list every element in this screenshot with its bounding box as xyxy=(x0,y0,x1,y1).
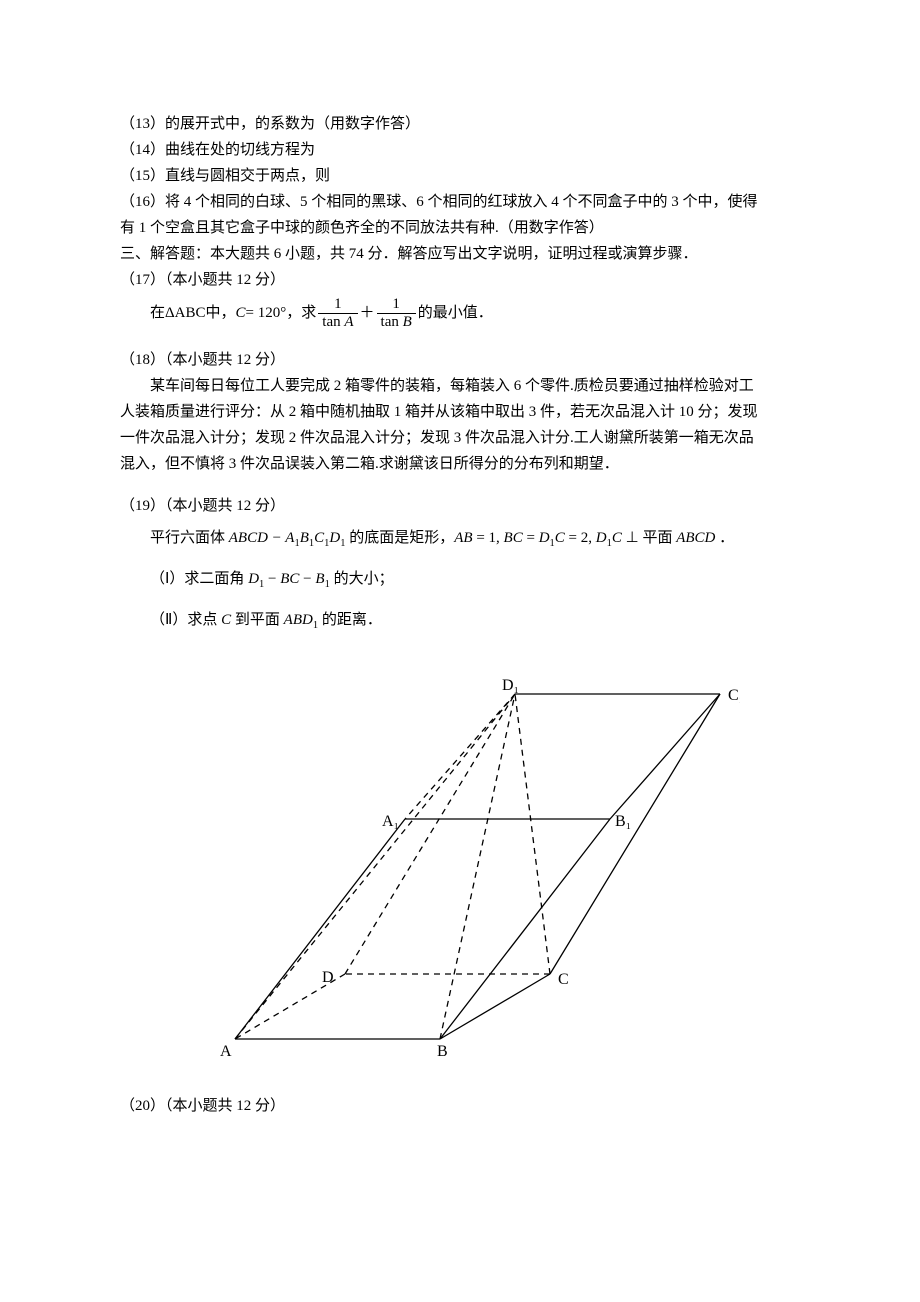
q19-ii-tail: 的距离． xyxy=(318,612,382,628)
question-19-body: 平行六面体 ABCD − A1B1C1D1 的底面是矩形，AB = 1, BC … xyxy=(120,526,800,553)
q19-perp: ⊥ 平面 xyxy=(622,530,676,546)
svg-text:C₁: C₁ xyxy=(728,687,740,704)
q17-frac1-tan: tan xyxy=(322,314,344,330)
q17-text-mid1: 中， xyxy=(206,301,236,325)
q19-ii-abd1: ABD1 xyxy=(284,612,318,628)
q19-d1c: D1C xyxy=(539,530,565,546)
q19-i-dash1: − xyxy=(264,571,280,587)
q19-i-tail: 的大小； xyxy=(330,571,394,587)
q19-i-b: B xyxy=(315,571,324,587)
q18-line2: 人装箱质量进行评分：从 2 箱中随机抽取 1 箱并从该箱中取出 3 件，若无次品… xyxy=(120,400,800,424)
q19-ab: AB xyxy=(454,530,472,546)
svg-text:B₁: B₁ xyxy=(615,813,631,830)
q19-d1c-2: D1C xyxy=(596,530,622,546)
q19-abcd-a1b1c1d1: ABCD − A1B1C1D1 xyxy=(229,530,346,546)
q17-text-tail: 的最小值． xyxy=(418,301,493,325)
q17-c: C xyxy=(236,301,246,325)
q19-d1c2-d: D xyxy=(596,530,607,546)
q17-text-mid2: ，求 xyxy=(286,301,316,325)
q19-bc: BC xyxy=(504,530,523,546)
svg-text:B: B xyxy=(437,1043,448,1060)
question-13: （13）的展开式中，的系数为（用数字作答） xyxy=(120,112,800,136)
q19-i-d: D xyxy=(248,571,259,587)
q17-frac1-a: A xyxy=(344,314,353,330)
q17-frac2-den: tan B xyxy=(377,314,416,331)
q19-eq3: = 2, xyxy=(565,530,596,546)
question-14: （14）曲线在处的切线方程为 xyxy=(120,138,800,162)
q19-i-d1: D1 xyxy=(248,571,264,587)
q19-abcd: ABCD xyxy=(676,530,715,546)
svg-text:A: A xyxy=(220,1043,232,1060)
question-18-head: （18）（本小题共 12 分） xyxy=(120,348,800,372)
q19-i-bc: BC xyxy=(280,571,299,587)
q17-frac2-b: B xyxy=(403,314,412,330)
question-15: （15）直线与圆相交于两点，则 xyxy=(120,164,800,188)
svg-text:D₁: D₁ xyxy=(502,677,519,694)
q18-line1: 某车间每日每位工人要完成 2 箱零件的装箱，每箱装入 6 个零件.质检员要通过抽… xyxy=(120,374,800,398)
question-16-line1: （16）将 4 个相同的白球、5 个相同的黑球、6 个相同的红球放入 4 个不同… xyxy=(120,190,800,214)
q17-frac1-den: tan A xyxy=(318,314,357,331)
question-19-part2: （Ⅱ）求点 C 到平面 ABD1 的距离． xyxy=(120,608,800,635)
q19-d1c-c: C xyxy=(555,530,565,546)
q17-frac1: 1 tan A xyxy=(318,296,357,330)
q17-eq: = 120° xyxy=(246,301,287,325)
q19-body-b: B xyxy=(300,530,309,546)
question-16-line2: 有 1 个空盒且其它盒子中球的颜色齐全的不同放法共有种.（用数字作答） xyxy=(120,216,800,240)
q19-i-b1: B1 xyxy=(315,571,329,587)
svg-text:A₁: A₁ xyxy=(382,813,399,830)
question-19-part1: （Ⅰ）求二面角 D1 − BC − B1 的大小； xyxy=(120,567,800,594)
q19-i-pre: （Ⅰ）求二面角 xyxy=(150,571,248,587)
q17-plus: ＋ xyxy=(360,301,375,325)
question-17-head: （17）（本小题共 12 分） xyxy=(120,268,800,292)
question-17-body: 在 ΔABC 中， C = 120° ，求 1 tan A ＋ 1 tan B … xyxy=(120,296,800,330)
q19-eq2: = xyxy=(523,530,539,546)
svg-text:D: D xyxy=(322,969,334,986)
q17-frac2-num: 1 xyxy=(377,296,416,314)
q19-ii-c: C xyxy=(221,612,231,628)
q18-line3: 一件次品混入计分；发现 2 件次品混入计分；发现 3 件次品混入计分.工人谢黛所… xyxy=(120,426,800,450)
q17-frac2: 1 tan B xyxy=(377,296,416,330)
q19-body-d: D xyxy=(329,530,340,546)
q19-i-dash2: − xyxy=(299,571,315,587)
q19-pre: 平行六面体 xyxy=(150,530,229,546)
q19-eq1: = 1, xyxy=(473,530,504,546)
q17-text-pre: 在 xyxy=(150,301,165,325)
q19-dot: ． xyxy=(715,530,734,546)
q17-frac1-num: 1 xyxy=(318,296,357,314)
question-20-head: （20）（本小题共 12 分） xyxy=(120,1094,800,1118)
q19-d1c-d: D xyxy=(539,530,550,546)
parallelepiped-diagram: A B C D A₁ B₁ C₁ D₁ xyxy=(180,644,740,1064)
q17-delta-abc: ΔABC xyxy=(165,301,206,325)
svg-text:C: C xyxy=(558,971,569,988)
section-3-heading: 三、解答题：本大题共 6 小题，共 74 分．解答应写出文字说明，证明过程或演算… xyxy=(120,242,800,266)
q19-d1c2-c: C xyxy=(612,530,622,546)
q19-ii-mid: 到平面 xyxy=(231,612,284,628)
q19-ii-abd: ABD xyxy=(284,612,313,628)
q19-body-c: C xyxy=(314,530,324,546)
q19-ii-pre: （Ⅱ）求点 xyxy=(150,612,221,628)
q18-line4: 混入，但不慎将 3 件次品误装入第二箱.求谢黛该日所得分的分布列和期望． xyxy=(120,452,800,476)
document-page: （13）的展开式中，的系数为（用数字作答） （14）曲线在处的切线方程为 （15… xyxy=(0,0,920,1302)
parallelepiped-diagram-wrap: A B C D A₁ B₁ C₁ D₁ xyxy=(120,644,800,1064)
q17-frac2-tan: tan xyxy=(381,314,403,330)
q19-body-a: ABCD − A xyxy=(229,530,295,546)
q19-mid: 的底面是矩形， xyxy=(345,530,454,546)
question-19-head: （19）（本小题共 12 分） xyxy=(120,494,800,518)
